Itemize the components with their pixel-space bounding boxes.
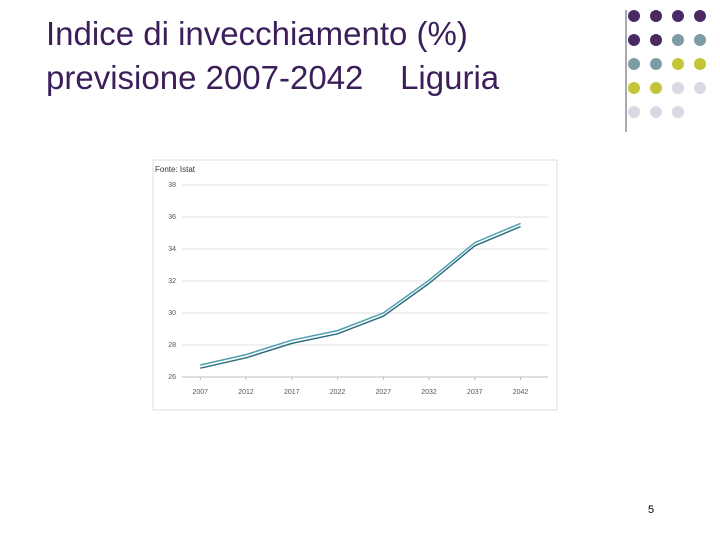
x-tick-label: 2032 (421, 389, 437, 396)
plot: 26 28 30 32 34 36 38 2007 2012 2017 2022 2027 2032 20… (168, 182, 548, 396)
title-line: Indice di invecchiamento (%) (46, 15, 468, 52)
y-tick-label: 36 (168, 214, 176, 221)
slide-title: Indice di invecchiamento (%) previsione 2… (46, 12, 499, 100)
chart-source: Fonte: Istat (155, 165, 196, 174)
y-tick-label: 34 (168, 246, 176, 253)
x-tick-label: 2017 (284, 389, 300, 396)
y-tick-label: 32 (168, 278, 176, 285)
x-tick-label: 2022 (330, 389, 346, 396)
x-tick-label: 2042 (513, 389, 529, 396)
data-line (200, 222, 521, 366)
x-tick-label: 2037 (467, 389, 483, 396)
y-tick-label: 30 (168, 310, 176, 317)
x-tick-label: 2007 (193, 389, 209, 396)
x-tick-label: 2027 (376, 389, 392, 396)
dot-grid (628, 10, 706, 118)
title-line: previsione 2007-2042 Liguria (46, 59, 500, 96)
y-tick-label: 38 (168, 182, 176, 189)
y-tick-label: 26 (168, 374, 176, 381)
chart-frame (152, 159, 558, 411)
page-number: 5 (648, 504, 654, 516)
data-line (200, 225, 521, 369)
y-tick-label: 28 (168, 342, 176, 349)
x-tick-label: 2012 (238, 389, 254, 396)
